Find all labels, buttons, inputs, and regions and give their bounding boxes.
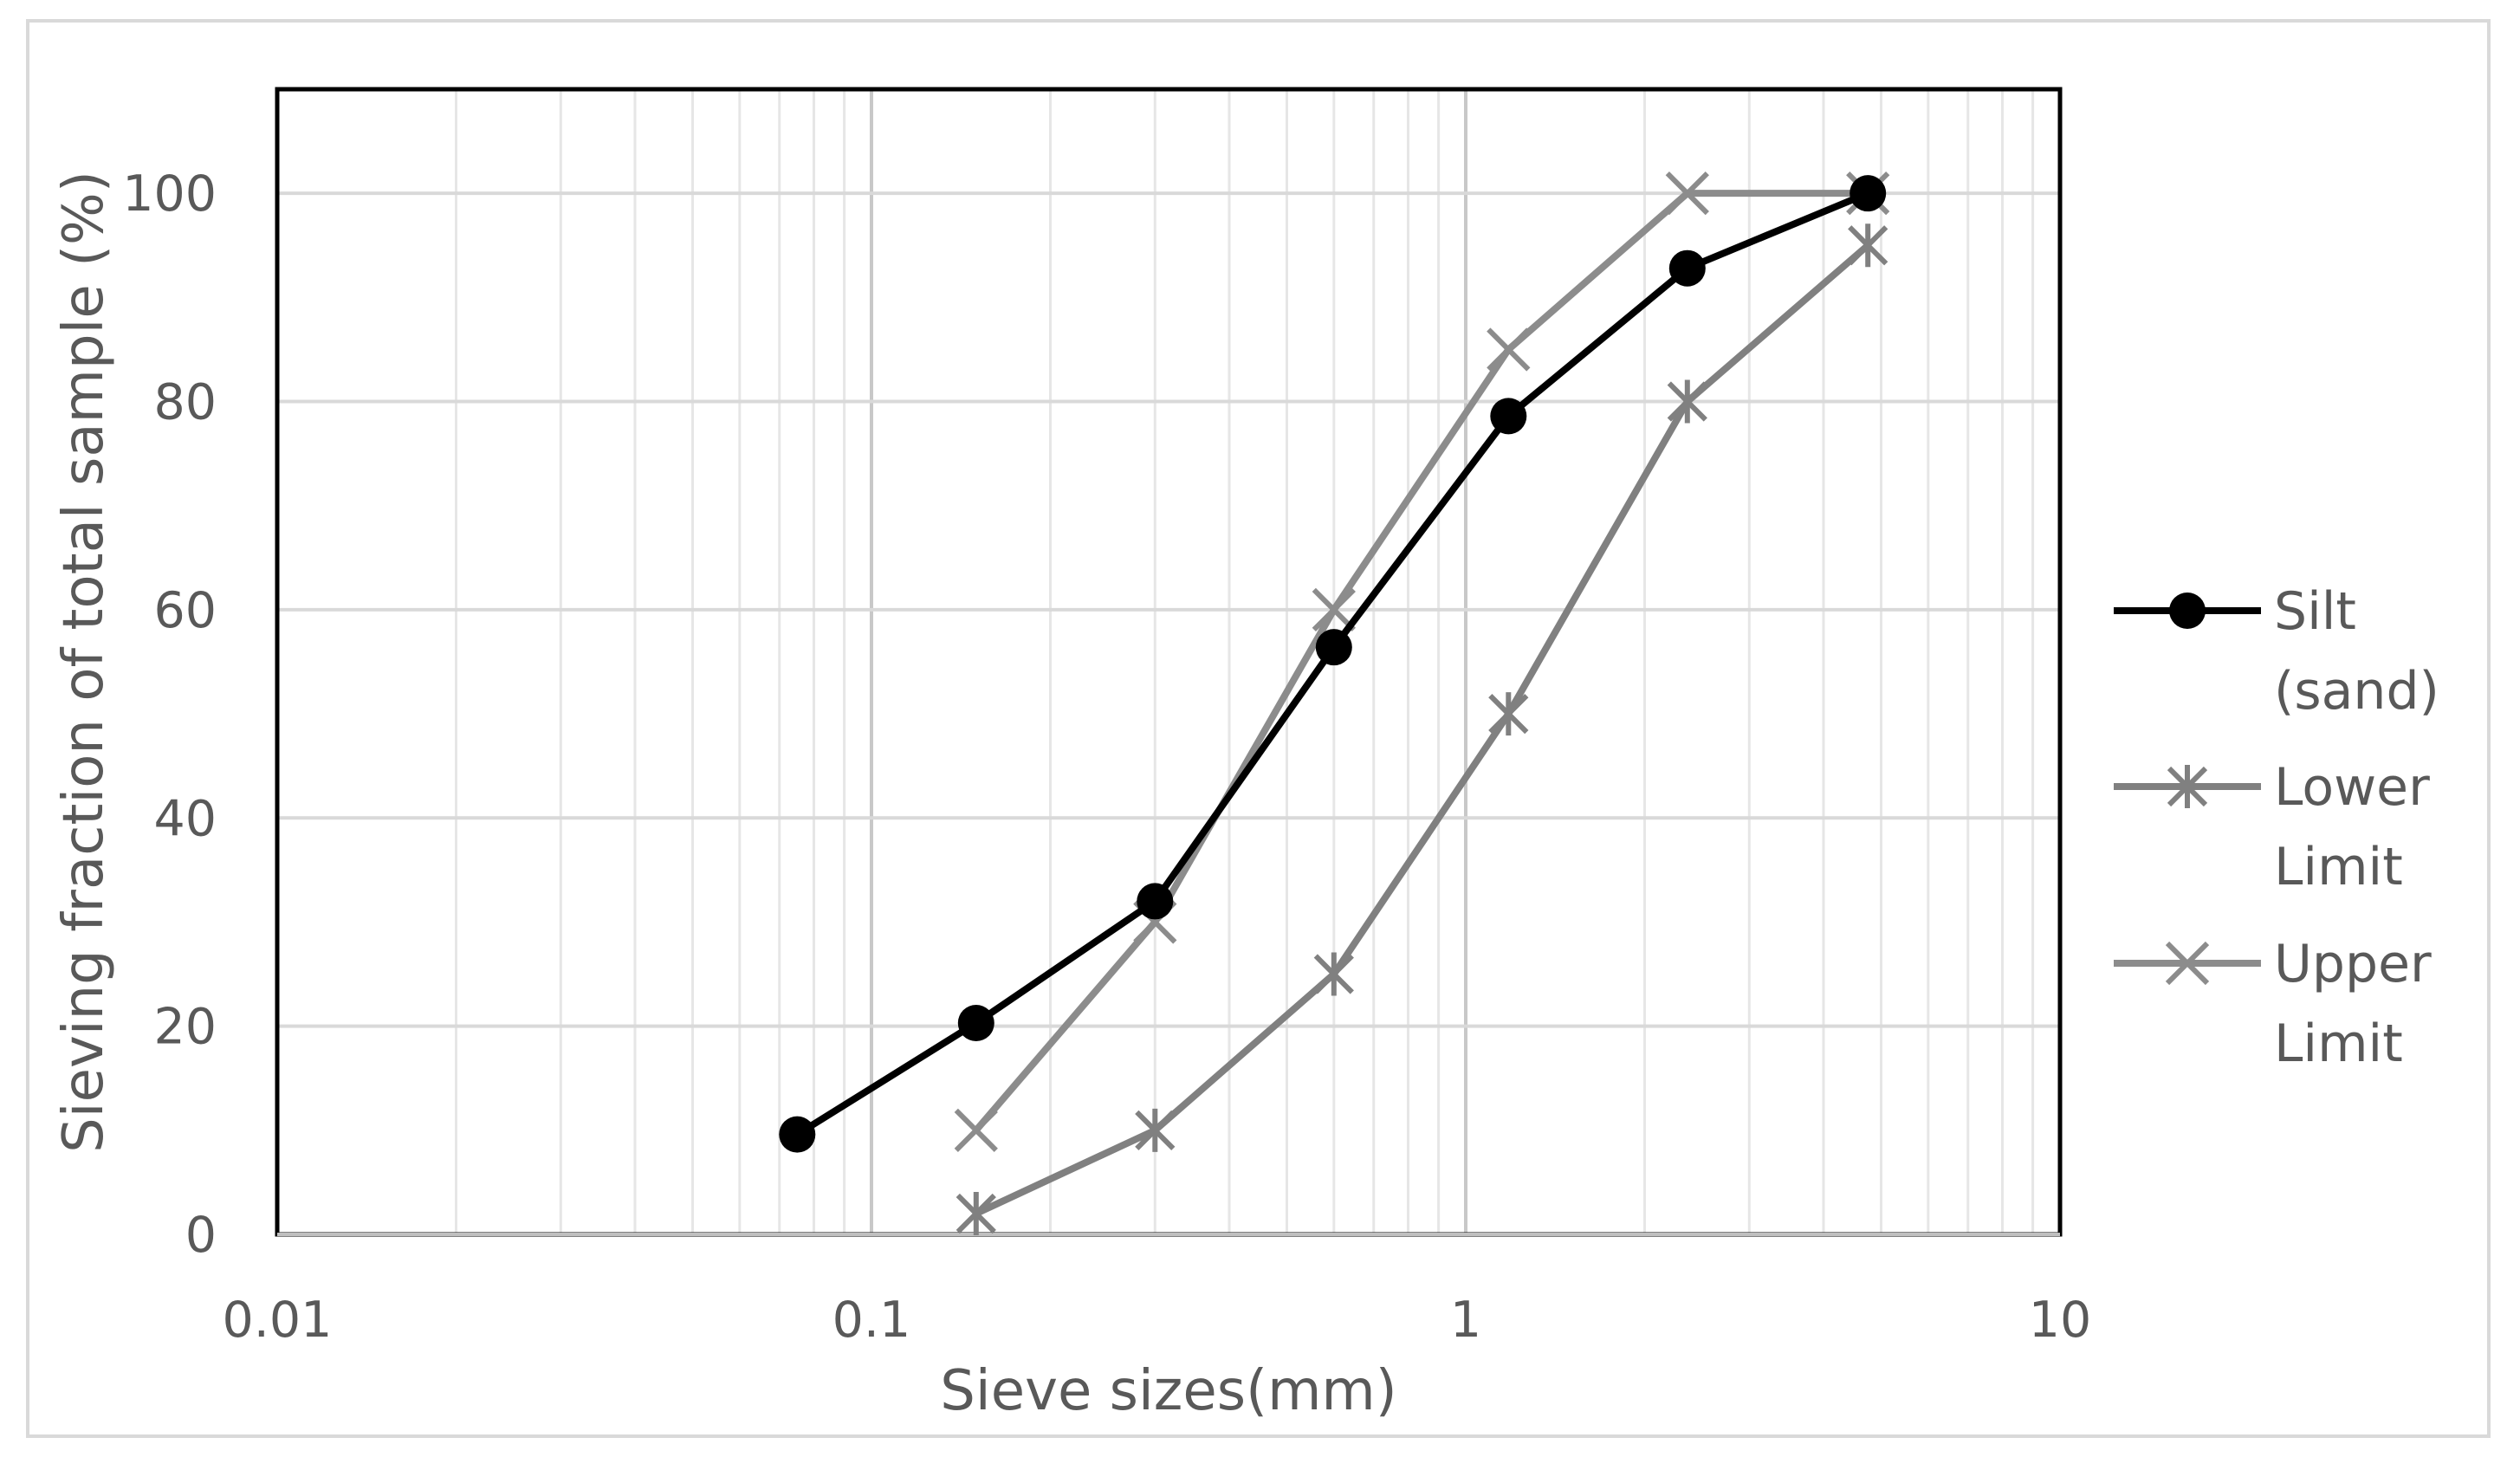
data-point [956, 1191, 996, 1235]
series [779, 172, 1890, 1235]
data-point [1850, 175, 1887, 212]
data-point [1665, 172, 1709, 216]
data-point [957, 1005, 994, 1042]
legend-entry: Lower Limit [2114, 757, 2430, 897]
data-point [779, 1116, 816, 1153]
y-tick-label: 20 [153, 999, 217, 1056]
y-tick-labels: 0 20 40 60 80 100 [122, 165, 217, 1264]
legend-label: Silt (sand) [2274, 581, 2439, 722]
x-tick-label: 0.1 [832, 1292, 911, 1349]
y-axis-title: Sieving fraction of total sample (%) [52, 171, 116, 1153]
legend-label: Lower Limit [2274, 757, 2430, 897]
data-point [1312, 587, 1356, 632]
series-lower-limit [956, 223, 1888, 1235]
x-axis-title: Sieve sizes(mm) [940, 1359, 1396, 1423]
y-tick-label: 80 [153, 374, 217, 431]
legend-entry: Silt (sand) [2114, 581, 2439, 722]
x-tick-label: 1 [1450, 1292, 1481, 1349]
data-point [1313, 952, 1354, 996]
data-point [2169, 593, 2206, 629]
data-point [954, 1108, 998, 1152]
x-tick-labels: 0.01 0.1 1 10 [223, 1292, 2092, 1349]
data-point [1667, 379, 1707, 424]
data-point [1137, 883, 1174, 920]
legend-entry: Upper Limit [2114, 934, 2432, 1074]
grid [275, 89, 2062, 1236]
y-tick-label: 0 [185, 1207, 217, 1264]
legend-label: Upper Limit [2274, 934, 2432, 1074]
data-point [1488, 692, 1529, 736]
data-point [2167, 765, 2208, 808]
x-tick-label: 0.01 [223, 1292, 333, 1349]
data-point [2165, 941, 2210, 986]
data-point [1135, 1108, 1176, 1152]
data-point [1668, 249, 1706, 287]
y-tick-label: 100 [122, 165, 217, 223]
x-tick-label: 10 [2029, 1292, 2092, 1349]
series-silt-sand [779, 175, 1887, 1153]
chart-frame [26, 19, 2491, 1438]
series-line [975, 243, 1870, 1217]
data-point [1315, 629, 1352, 666]
data-point [1487, 327, 1531, 372]
y-tick-label: 60 [153, 582, 217, 639]
plot-border [275, 87, 2063, 1237]
series-line [973, 190, 1869, 1133]
series-upper-limit [954, 172, 1890, 1152]
legend: Silt (sand) Lower Limit Upper Limit [2114, 581, 2439, 1074]
data-point [1848, 223, 1888, 268]
data-point [1490, 398, 1527, 435]
y-tick-label: 40 [153, 790, 217, 847]
